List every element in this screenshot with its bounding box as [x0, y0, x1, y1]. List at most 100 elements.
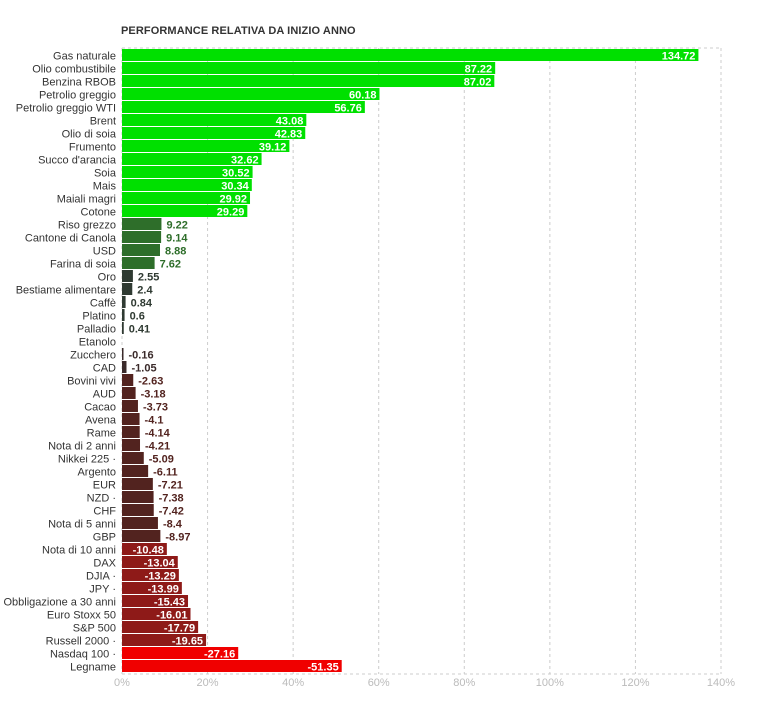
value-label: 7.62 [160, 259, 181, 271]
bar [122, 140, 290, 152]
bar [122, 374, 134, 386]
value-label: -5.09 [149, 454, 174, 466]
value-label: -51.35 [308, 662, 339, 674]
value-label: 60.18 [349, 90, 377, 102]
category-label: Soia [94, 168, 117, 180]
bar [122, 361, 127, 373]
category-label: Brent [90, 116, 116, 128]
category-label: Benzina RBOB [42, 77, 116, 89]
category-label: JPY · [89, 584, 116, 596]
bar [122, 621, 199, 633]
value-label: 32.62 [231, 155, 259, 167]
bar [122, 400, 138, 412]
bar [122, 517, 158, 529]
value-label: -17.79 [164, 623, 195, 635]
category-label: NZD · [87, 493, 116, 505]
category-label: Farina di soia [50, 259, 117, 271]
bar [122, 309, 125, 321]
value-label: 9.22 [166, 220, 187, 232]
bar [122, 504, 154, 516]
category-label: Nasdaq 100 · [50, 649, 116, 661]
value-label: -3.73 [143, 402, 168, 414]
category-label: Mais [93, 181, 117, 193]
category-label: EUR [93, 480, 116, 492]
category-label: Cotone [81, 207, 116, 219]
category-label: S&P 500 [73, 623, 116, 635]
category-label: Succo d'arancia [38, 155, 117, 167]
value-label: -10.48 [133, 545, 164, 557]
bar [122, 192, 251, 204]
value-label: -13.99 [148, 584, 179, 596]
bar [122, 530, 161, 542]
category-label: Legname [70, 662, 116, 674]
value-label: 2.4 [137, 285, 153, 297]
value-label: -19.65 [172, 636, 203, 648]
category-label: Zucchero [70, 350, 116, 362]
value-label: -27.16 [204, 649, 235, 661]
category-label: Oro [98, 272, 116, 284]
bar [122, 296, 126, 308]
x-tick-label: 0% [114, 677, 130, 689]
value-label: 43.08 [276, 116, 304, 128]
bar [122, 556, 178, 568]
value-label: -1.05 [131, 363, 156, 375]
bar [122, 322, 124, 334]
bar [122, 283, 133, 295]
value-label: -7.42 [159, 506, 184, 518]
bar [122, 439, 141, 451]
value-label: 56.76 [334, 103, 362, 115]
bar [122, 660, 342, 672]
category-label: CAD [93, 363, 116, 375]
category-label: Etanolo [79, 337, 116, 349]
value-label: 29.29 [217, 207, 245, 219]
value-label: -4.21 [145, 441, 170, 453]
value-label: -3.18 [141, 389, 166, 401]
x-tick-label: 80% [453, 677, 475, 689]
value-label: -2.63 [138, 376, 163, 388]
value-label: 87.02 [464, 77, 492, 89]
value-label: -15.43 [154, 597, 185, 609]
category-label: Olio di soia [62, 129, 117, 141]
category-label: CHF [93, 506, 116, 518]
category-label: Nota di 5 anni [48, 519, 116, 531]
value-label: -16.01 [156, 610, 187, 622]
category-label: Nota di 2 anni [48, 441, 116, 453]
category-label: Cacao [84, 402, 116, 414]
category-label: Gas naturale [53, 51, 116, 63]
bar [122, 582, 182, 594]
value-label: -8.4 [163, 519, 183, 531]
bar [122, 543, 167, 555]
category-label: Riso grezzo [58, 220, 116, 232]
bar [122, 179, 252, 191]
bar [122, 127, 306, 139]
x-tick-label: 120% [621, 677, 649, 689]
bar [122, 88, 380, 100]
bar [122, 218, 162, 230]
value-label: 87.22 [465, 64, 493, 76]
value-label: -8.97 [165, 532, 190, 544]
bar [122, 647, 239, 659]
x-tick-label: 100% [536, 677, 564, 689]
category-label: Argento [77, 467, 116, 479]
bar [122, 595, 189, 607]
category-label: Platino [82, 311, 116, 323]
value-label: -7.38 [159, 493, 184, 505]
bar [122, 452, 144, 464]
bar [122, 49, 699, 61]
bar [122, 569, 179, 581]
bar [122, 413, 140, 425]
bar [122, 426, 140, 438]
bar [122, 491, 154, 503]
category-label: Cantone di Canola [25, 233, 117, 245]
value-label: -4.14 [145, 428, 171, 440]
category-label: Olio combustibile [32, 64, 116, 76]
category-label: Petrolio greggio [39, 90, 116, 102]
x-tick-label: 60% [368, 677, 390, 689]
value-label: 0.6 [130, 311, 145, 323]
bar [122, 348, 124, 360]
bar [122, 75, 495, 87]
bar [122, 465, 149, 477]
category-label: Rame [87, 428, 116, 440]
category-label: AUD [93, 389, 116, 401]
